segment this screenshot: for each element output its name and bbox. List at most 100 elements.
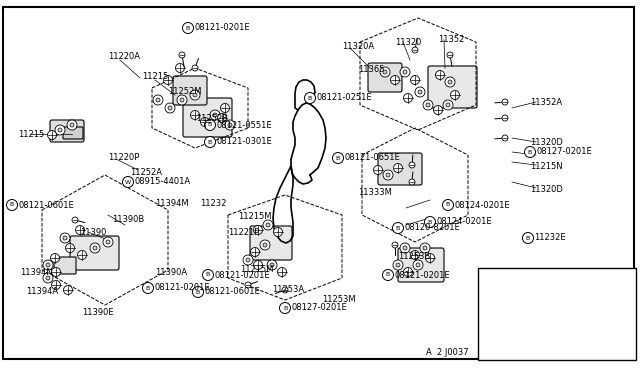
Text: B: B: [526, 235, 530, 241]
Text: 11232: 11232: [200, 199, 227, 208]
Circle shape: [435, 71, 445, 80]
Circle shape: [386, 173, 390, 177]
Circle shape: [51, 253, 60, 263]
Circle shape: [392, 222, 403, 234]
Text: 11352: 11352: [438, 35, 465, 44]
Text: 08121-0251E: 08121-0251E: [317, 93, 372, 103]
Text: B: B: [446, 202, 450, 208]
Circle shape: [193, 93, 197, 97]
FancyBboxPatch shape: [63, 127, 83, 139]
Text: 08124-0201E: 08124-0201E: [454, 201, 510, 209]
Circle shape: [163, 76, 173, 84]
Text: 11352A: 11352A: [530, 98, 562, 107]
Circle shape: [266, 223, 270, 227]
Text: 08121-0601E: 08121-0601E: [19, 201, 74, 209]
Text: B: B: [208, 140, 212, 144]
Circle shape: [403, 70, 407, 74]
Circle shape: [63, 236, 67, 240]
Circle shape: [192, 65, 198, 71]
Text: 11253B: 11253B: [398, 252, 430, 261]
Circle shape: [522, 232, 534, 244]
Text: 08121-0601E: 08121-0601E: [205, 288, 260, 296]
Text: 11215M: 11215M: [238, 212, 271, 221]
Circle shape: [103, 237, 113, 247]
Text: B: B: [146, 285, 150, 291]
Circle shape: [175, 64, 184, 73]
Circle shape: [415, 87, 425, 97]
Text: B: B: [186, 26, 190, 31]
Text: 08127-0201E: 08127-0201E: [291, 304, 348, 312]
Text: 11253M: 11253M: [322, 295, 356, 304]
Circle shape: [383, 170, 393, 180]
Circle shape: [426, 103, 430, 107]
Text: 08121-0651E: 08121-0651E: [344, 154, 400, 163]
FancyBboxPatch shape: [54, 257, 76, 274]
Circle shape: [143, 282, 154, 294]
Circle shape: [400, 67, 410, 77]
Text: 11220A: 11220A: [108, 52, 140, 61]
Circle shape: [106, 240, 110, 244]
Circle shape: [179, 52, 185, 58]
Circle shape: [260, 240, 270, 250]
Circle shape: [221, 103, 230, 112]
Text: B: B: [308, 96, 312, 100]
Circle shape: [182, 22, 193, 33]
Circle shape: [47, 131, 56, 140]
Circle shape: [76, 225, 84, 234]
Text: 08121-0301E: 08121-0301E: [216, 138, 272, 147]
Circle shape: [6, 199, 17, 211]
Circle shape: [193, 286, 204, 298]
Text: B: B: [283, 305, 287, 311]
Circle shape: [447, 52, 453, 58]
FancyBboxPatch shape: [368, 63, 402, 92]
Circle shape: [502, 135, 508, 141]
Circle shape: [282, 287, 288, 293]
Circle shape: [63, 285, 72, 295]
Circle shape: [205, 137, 216, 148]
Text: B: B: [396, 225, 400, 231]
Text: 11320: 11320: [395, 38, 421, 47]
Text: 11320A: 11320A: [342, 42, 374, 51]
Text: 11221P: 11221P: [228, 228, 259, 237]
Text: 11394A: 11394A: [26, 287, 58, 296]
Circle shape: [213, 113, 217, 117]
Circle shape: [228, 123, 232, 127]
Text: B: B: [428, 219, 432, 224]
Circle shape: [225, 120, 235, 130]
Text: 11232E: 11232E: [534, 234, 566, 243]
Text: 08121-0201E: 08121-0201E: [195, 23, 250, 32]
Circle shape: [442, 199, 454, 211]
Text: 11215N: 11215N: [530, 162, 563, 171]
FancyBboxPatch shape: [173, 76, 207, 105]
Circle shape: [278, 267, 287, 276]
Text: B: B: [206, 273, 210, 278]
Circle shape: [263, 243, 267, 247]
Circle shape: [270, 263, 274, 267]
Text: 08124-0201E: 08124-0201E: [436, 218, 492, 227]
Text: B: B: [336, 155, 340, 160]
Circle shape: [250, 247, 259, 257]
Circle shape: [403, 267, 413, 276]
Text: 11215: 11215: [18, 130, 44, 139]
Circle shape: [413, 260, 423, 270]
Circle shape: [156, 98, 160, 102]
Circle shape: [210, 110, 220, 120]
Circle shape: [393, 260, 403, 270]
Text: B: B: [10, 202, 14, 208]
Circle shape: [218, 113, 227, 122]
Circle shape: [191, 110, 200, 119]
Text: 08915-4401A: 08915-4401A: [134, 177, 191, 186]
Circle shape: [165, 103, 175, 113]
Circle shape: [51, 267, 61, 276]
Circle shape: [43, 260, 53, 270]
Circle shape: [168, 106, 172, 110]
Text: 11252B: 11252B: [196, 114, 228, 123]
Circle shape: [443, 100, 453, 110]
Circle shape: [412, 47, 418, 53]
Circle shape: [70, 123, 74, 127]
Text: 11215: 11215: [142, 72, 168, 81]
Circle shape: [416, 263, 420, 267]
Text: 08127-0201E: 08127-0201E: [536, 148, 592, 157]
Circle shape: [380, 67, 390, 77]
Circle shape: [205, 119, 216, 131]
